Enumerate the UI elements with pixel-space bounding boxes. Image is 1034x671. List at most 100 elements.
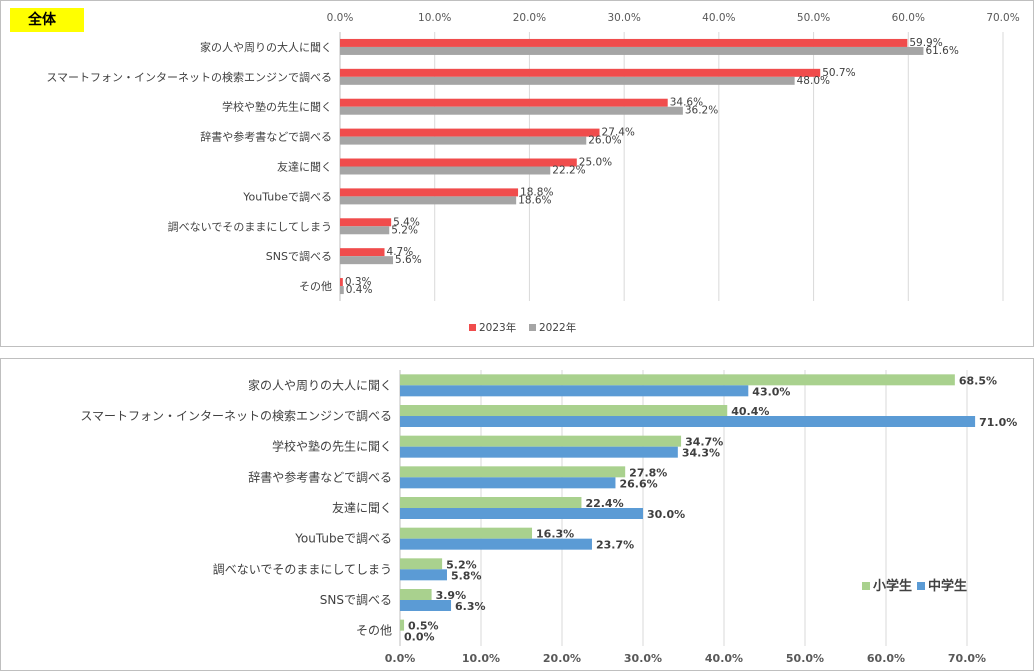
x-tick-label: 30.0% — [607, 12, 640, 24]
data-label: 5.6% — [395, 254, 422, 266]
legend-swatch — [469, 324, 476, 331]
chart-panel-overall: 全体 0.0% 10.0% 20.0% 30.0% 40.0% 50.0% 60.0% 70.… — [0, 0, 1034, 347]
category-label: 辞書や参考書などで調べる — [248, 469, 392, 484]
bar-2023 — [340, 68, 821, 77]
data-label: 22.2% — [552, 165, 585, 177]
data-label: 36.2% — [685, 105, 718, 117]
data-label: 26.6% — [619, 477, 657, 490]
data-label: 68.5% — [959, 374, 997, 387]
bar-2022 — [340, 136, 587, 145]
bar-2022 — [340, 196, 517, 205]
x-tick-label: 20.0% — [543, 652, 581, 665]
x-tick-label: 60.0% — [892, 12, 925, 24]
chart-title: 全体 — [10, 8, 84, 32]
bar-elementary — [400, 435, 682, 447]
data-label: 48.0% — [797, 75, 830, 87]
bar-elementary — [400, 589, 432, 600]
data-label: 4.7% — [387, 246, 414, 258]
data-label: 30.0% — [647, 508, 685, 521]
x-tick-label: 40.0% — [705, 652, 743, 665]
data-label: 3.9% — [436, 589, 467, 602]
bar-2022 — [340, 166, 551, 175]
bar-2023 — [340, 158, 577, 167]
legend-label: 2023年 — [479, 321, 516, 334]
bar-2022 — [340, 106, 683, 115]
data-label: 0.5% — [408, 620, 439, 633]
category-label: スマートフォン・インターネットの検索エンジンで調べる — [80, 409, 392, 423]
bar-elementary — [400, 619, 405, 631]
data-label: 34.7% — [685, 436, 723, 449]
data-label: 22.4% — [585, 497, 623, 510]
category-label: 学校や塾の先生に聞く — [222, 100, 332, 114]
bar-2023 — [340, 218, 392, 227]
category-label: その他 — [299, 280, 332, 293]
bar-elementary — [400, 405, 728, 416]
bar-2022 — [340, 76, 795, 85]
bar-2023 — [340, 128, 600, 137]
data-label: 16.3% — [536, 528, 574, 541]
data-label: 18.8% — [520, 186, 553, 198]
bar-2022 — [340, 256, 394, 265]
bar-junior-high — [400, 569, 447, 581]
data-label: 43.0% — [752, 385, 790, 398]
category-label: その他 — [356, 624, 392, 638]
data-label: 59.9% — [909, 37, 942, 49]
bar-2023 — [340, 248, 385, 257]
data-label: 26.0% — [588, 135, 621, 147]
legend-label: 2022年 — [539, 321, 576, 334]
category-label: YouTubeで調べる — [242, 189, 332, 203]
x-tick-label: 10.0% — [418, 12, 451, 24]
x-tick-label: 70.0% — [986, 12, 1019, 24]
bar-elementary — [400, 527, 533, 539]
category-label: 友達に聞く — [332, 501, 392, 515]
x-tick-label: 50.0% — [786, 652, 824, 665]
data-label: 71.0% — [979, 416, 1017, 429]
data-label: 61.6% — [925, 45, 958, 57]
overall-bar-chart: 0.0% 10.0% 20.0% 30.0% 40.0% 50.0% 60.0% 70.0% 家… — [46, 12, 1019, 334]
legend-label: 中学生 — [928, 578, 967, 594]
data-label: 23.7% — [596, 539, 634, 552]
bar-junior-high — [400, 600, 452, 611]
bar-2023 — [340, 38, 908, 47]
category-label: 家の人や周りの大人に聞く — [248, 377, 392, 392]
data-label: 27.4% — [602, 127, 635, 139]
category-label: 調べないでそのままにしてしまう — [168, 219, 332, 233]
legend-swatch — [529, 324, 536, 331]
legend-swatch — [917, 582, 925, 590]
data-label: 0.3% — [345, 276, 372, 288]
x-tick-label: 0.0% — [327, 12, 354, 24]
data-label: 40.4% — [731, 405, 769, 418]
data-label: 18.6% — [518, 194, 551, 206]
bar-elementary — [400, 374, 955, 386]
data-label: 5.2% — [446, 558, 477, 571]
bar-2022 — [340, 46, 924, 55]
bar-junior-high — [400, 446, 678, 458]
category-label: 学校や塾の先生に聞く — [272, 439, 392, 454]
legend-label: 小学生 — [873, 578, 912, 594]
grade-bar-chart: 0.0% 10.0% 20.0% 30.0% 40.0% 50.0% 60.0% 70.0% 家… — [80, 370, 1017, 665]
x-tick-label: 70.0% — [948, 652, 986, 665]
data-label: 34.3% — [682, 447, 720, 460]
category-label: SNSで調べる — [266, 249, 332, 263]
data-label: 5.2% — [391, 224, 418, 236]
category-label: スマートフォン・インターネットの検索エンジンで調べる — [46, 70, 332, 84]
legend-swatch — [862, 582, 870, 590]
bar-elementary — [400, 497, 582, 508]
category-label: YouTubeで調べる — [294, 532, 392, 546]
bar-elementary — [400, 558, 443, 570]
bar-junior-high — [400, 508, 643, 519]
data-label: 25.0% — [579, 157, 612, 169]
data-label: 6.3% — [455, 600, 486, 613]
bar-2022 — [340, 226, 390, 235]
data-label: 0.4% — [346, 284, 373, 296]
data-label: 50.7% — [822, 67, 855, 79]
data-label: 34.6% — [670, 97, 703, 109]
category-label: 家の人や周りの大人に聞く — [200, 40, 332, 54]
data-label: 0.0% — [404, 631, 435, 644]
x-tick-label: 60.0% — [867, 652, 905, 665]
category-label: SNSで調べる — [320, 593, 392, 607]
bar-2023 — [340, 188, 519, 197]
category-label: 友達に聞く — [277, 160, 332, 174]
bar-2023 — [340, 98, 668, 107]
bar-junior-high — [400, 477, 616, 489]
